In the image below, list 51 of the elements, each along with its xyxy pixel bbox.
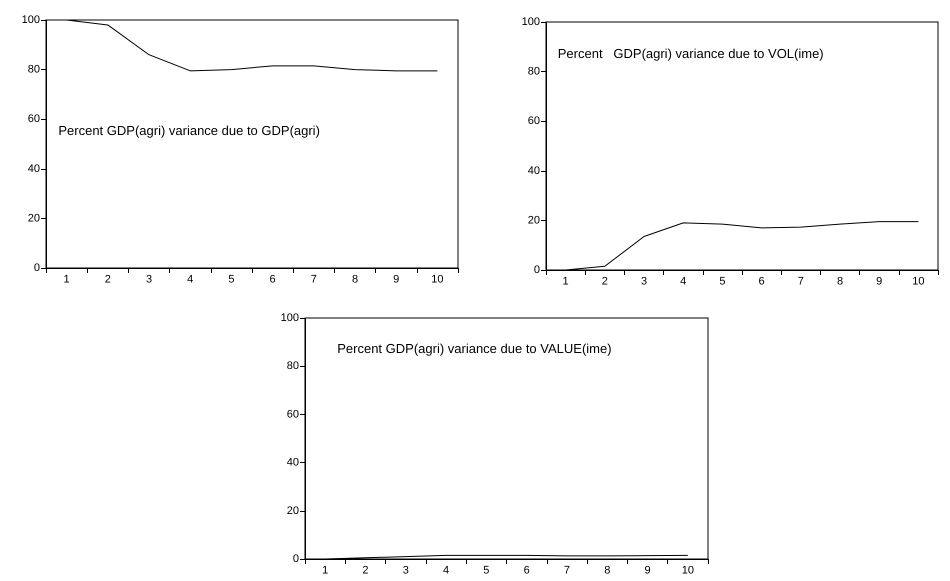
y-tick-label: 40 (528, 164, 540, 177)
y-tick-label: 20 (528, 214, 540, 226)
x-tick-label: 6 (270, 274, 276, 286)
y-tick-label: 80 (28, 64, 40, 76)
x-tick-label: 4 (442, 564, 450, 576)
x-tick-label: 1 (64, 274, 70, 286)
x-tick-label: 10 (912, 276, 925, 288)
x-tick-label: 8 (836, 276, 844, 288)
x-tick-label: 5 (483, 564, 490, 576)
x-tick-label: 10 (682, 564, 694, 576)
x-tick-label: 6 (524, 564, 530, 576)
y-tick-label: 0 (292, 553, 299, 565)
y-tick-label: 40 (286, 456, 299, 469)
x-tick-label: 6 (758, 276, 765, 288)
x-tick-label: 8 (352, 274, 358, 286)
y-tick-label: 60 (286, 408, 299, 420)
x-tick-label: 1 (562, 276, 569, 288)
y-tick-label: 60 (528, 115, 540, 128)
x-tick-label: 9 (393, 274, 400, 286)
x-tick-label: 7 (564, 564, 570, 576)
y-tick-label: 60 (28, 113, 40, 126)
x-tick-label: 7 (798, 276, 804, 288)
x-tick-label: 4 (187, 274, 194, 286)
x-tick-label: 9 (644, 564, 651, 576)
x-tick-label: 2 (104, 274, 111, 286)
x-tick-label: 1 (322, 564, 328, 576)
y-tick-label: 0 (534, 264, 540, 276)
y-tick-label: 80 (286, 360, 299, 372)
x-tick-label: 4 (680, 276, 686, 288)
x-tick-label: 3 (402, 564, 409, 576)
annotation: Percent GDP(agri) variance due to VALUE(ime) (337, 341, 612, 356)
y-tick-label: 100 (280, 312, 299, 324)
y-tick-label: 100 (522, 16, 540, 28)
x-tick-label: 5 (228, 274, 234, 286)
y-tick-label: 100 (22, 14, 40, 26)
x-tick-label: 3 (640, 276, 648, 288)
y-tick-label: 20 (28, 212, 40, 224)
y-tick-label: 0 (34, 262, 40, 274)
x-tick-label: 5 (719, 276, 726, 288)
x-tick-label: 10 (431, 274, 444, 286)
annotation: Percent GDP(agri) variance due to VOL(ime) (558, 46, 824, 61)
x-tick-label: 7 (310, 274, 317, 286)
x-tick-label: 2 (602, 276, 608, 288)
y-tick-label: 20 (286, 504, 299, 517)
x-tick-label: 9 (876, 276, 882, 288)
x-tick-label: 3 (146, 274, 152, 286)
y-tick-label: 40 (28, 162, 40, 175)
annotation: Percent GDP(agri) variance due to GDP(agri) (58, 123, 320, 138)
x-tick-label: 2 (362, 564, 369, 576)
y-tick-label: 80 (528, 66, 540, 78)
x-tick-label: 8 (604, 564, 610, 576)
